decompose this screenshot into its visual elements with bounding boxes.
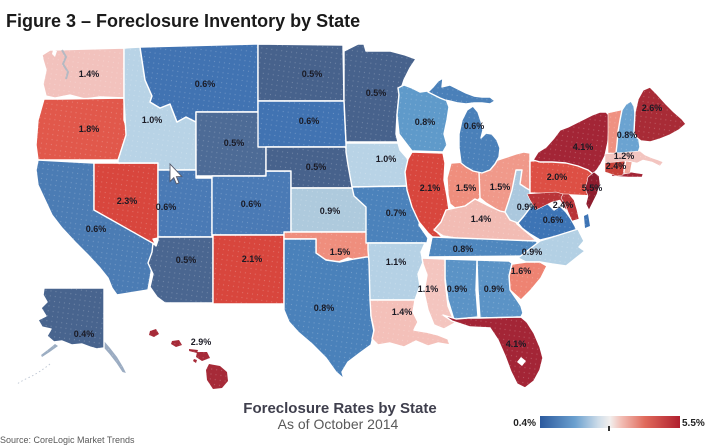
svg-text:0.9%: 0.9% bbox=[522, 247, 543, 257]
svg-text:0.9%: 0.9% bbox=[447, 284, 468, 294]
svg-text:2.1%: 2.1% bbox=[420, 183, 441, 193]
svg-text:0.8%: 0.8% bbox=[415, 117, 436, 127]
svg-text:0.5%: 0.5% bbox=[306, 162, 327, 172]
svg-text:2.1%: 2.1% bbox=[242, 254, 263, 264]
svg-text:Foreclosure Rates by State: Foreclosure Rates by State bbox=[243, 400, 436, 417]
svg-text:0.8%: 0.8% bbox=[453, 244, 474, 254]
svg-text:2.6%: 2.6% bbox=[642, 103, 663, 113]
svg-text:0.5%: 0.5% bbox=[176, 255, 197, 265]
svg-text:0.6%: 0.6% bbox=[543, 215, 564, 225]
svg-text:0.7%: 0.7% bbox=[386, 208, 407, 218]
svg-text:1.1%: 1.1% bbox=[386, 257, 407, 267]
svg-text:1.1%: 1.1% bbox=[418, 284, 439, 294]
svg-text:0.5%: 0.5% bbox=[366, 88, 387, 98]
svg-text:2.4%: 2.4% bbox=[606, 161, 627, 171]
svg-text:4.1%: 4.1% bbox=[573, 142, 594, 152]
svg-text:0.4%: 0.4% bbox=[74, 329, 95, 339]
svg-text:1.5%: 1.5% bbox=[456, 183, 477, 193]
svg-text:1.0%: 1.0% bbox=[376, 154, 397, 164]
svg-text:2.0%: 2.0% bbox=[547, 172, 568, 182]
svg-text:0.9%: 0.9% bbox=[517, 202, 538, 212]
svg-text:1.8%: 1.8% bbox=[79, 124, 100, 134]
svg-text:1.0%: 1.0% bbox=[142, 115, 163, 125]
svg-text:4.1%: 4.1% bbox=[506, 339, 527, 349]
svg-text:0.4%: 0.4% bbox=[513, 418, 536, 429]
svg-text:0.8%: 0.8% bbox=[314, 303, 335, 313]
svg-text:0.6%: 0.6% bbox=[86, 224, 107, 234]
svg-text:0.8%: 0.8% bbox=[617, 130, 638, 140]
svg-text:5.5%: 5.5% bbox=[682, 418, 705, 429]
svg-text:2.9%: 2.9% bbox=[191, 337, 212, 347]
svg-text:0.6%: 0.6% bbox=[195, 79, 216, 89]
svg-text:1.5%: 1.5% bbox=[330, 247, 351, 257]
svg-text:1.2%: 1.2% bbox=[614, 151, 635, 161]
svg-text:Source: CoreLogic Market Trend: Source: CoreLogic Market Trends bbox=[0, 435, 135, 445]
svg-text:2.4%: 2.4% bbox=[553, 200, 574, 210]
svg-text:0.5%: 0.5% bbox=[224, 138, 245, 148]
svg-text:1.4%: 1.4% bbox=[471, 214, 492, 224]
svg-text:2.3%: 2.3% bbox=[117, 196, 138, 206]
svg-text:As of October 2014: As of October 2014 bbox=[278, 416, 399, 432]
svg-text:0.6%: 0.6% bbox=[241, 199, 262, 209]
svg-text:0.5%: 0.5% bbox=[302, 69, 323, 79]
svg-text:0.6%: 0.6% bbox=[464, 121, 485, 131]
svg-text:1.4%: 1.4% bbox=[79, 69, 100, 79]
svg-text:1.6%: 1.6% bbox=[511, 266, 532, 276]
svg-text:0.6%: 0.6% bbox=[299, 116, 320, 126]
svg-text:1.4%: 1.4% bbox=[392, 307, 413, 317]
svg-text:5.5%: 5.5% bbox=[582, 183, 603, 193]
svg-text:0.6%: 0.6% bbox=[156, 202, 177, 212]
svg-text:1.5%: 1.5% bbox=[490, 182, 511, 192]
svg-text:0.9%: 0.9% bbox=[320, 206, 341, 216]
svg-text:0.9%: 0.9% bbox=[484, 284, 505, 294]
